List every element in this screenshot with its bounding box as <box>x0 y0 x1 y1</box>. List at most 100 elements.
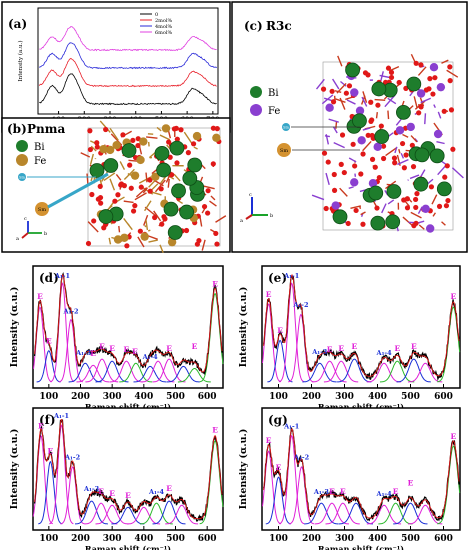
panel-b-crystal-o-atom <box>135 142 141 149</box>
panel-c-crystal-bond <box>420 97 432 104</box>
panel-g-xtick-label: 100 <box>269 534 288 544</box>
panel-e-ylabel: Intensity (α.u.) <box>238 287 249 368</box>
panel-d-component-peak <box>177 368 211 383</box>
panel-b-crystal-bond <box>156 126 162 132</box>
panel-c-crystal-o-atom <box>427 76 433 82</box>
panel-c-crystal-o-atom <box>385 65 392 71</box>
panel-e-mode-label: E <box>338 344 344 353</box>
panel-b-crystal-bi-atom <box>121 143 137 158</box>
panel-c-crystal-bi-atom <box>396 104 411 120</box>
panel-b-crystal-o-atom <box>210 125 216 131</box>
panel-c-crystal-o-atom <box>413 60 419 66</box>
panel-c-crystal-bond <box>432 212 436 217</box>
panel-b-label: (b) <box>7 122 27 136</box>
panel-b-crystal-cell <box>87 127 221 247</box>
panel-c-crystal-o-atom <box>329 88 335 94</box>
panel-c-legend-fe-marker <box>250 104 262 116</box>
panel-e-mode-label: E <box>327 345 333 354</box>
panel-g-component-peak <box>366 504 402 525</box>
panel-f-mode-label: E <box>109 489 115 498</box>
panel-f-mode-label: E <box>125 491 131 500</box>
panel-e-component-peak <box>288 313 314 383</box>
panel-b-crystal-bi-atom <box>171 183 186 199</box>
panel-b-crystal-fe-atom <box>105 145 115 155</box>
panel-b-crystal-fe-atom <box>112 140 121 150</box>
panel-d-xtick-label: 500 <box>166 392 185 402</box>
panel-d-mode-label: E <box>166 344 172 353</box>
panel-d-component-peak <box>152 358 186 383</box>
panel-b-crystal-o-atom <box>130 137 136 143</box>
panel-c-crystal-o-atom <box>418 104 424 110</box>
panel-b-crystal-o-atom <box>174 160 180 166</box>
panel-c-crystal-o-atom <box>321 150 328 156</box>
panel-c-crystal-o-atom <box>331 187 338 194</box>
panel-b-crystal-bond <box>145 219 149 231</box>
panel-d-xtick-label: 600 <box>198 392 217 402</box>
panel-f-mode-label: E <box>212 426 218 435</box>
panel-e-label: (e) <box>268 271 287 285</box>
panel-e-mode-label: E <box>352 342 358 351</box>
panel-c-crystal-o-atom <box>331 171 337 178</box>
panel-c-crystal-bond <box>361 96 368 107</box>
panel-b-crystal-o-atom <box>103 126 109 133</box>
panel-f-component-peak <box>38 460 63 525</box>
panel-f-component-peak <box>165 504 199 525</box>
panel-f-component-peak <box>60 466 85 525</box>
panel-c-sm-label-1: Sm <box>283 126 289 130</box>
panel-c-crystal-o-atom <box>447 64 453 70</box>
panel-c-crystal-bond <box>337 55 343 67</box>
panel-b-crystal-o-atom <box>94 144 100 150</box>
panel-b-crystal-o-atom <box>87 146 93 153</box>
panel-c-crystal-bond <box>394 146 398 154</box>
panel-b-crystal-o-atom <box>94 140 100 146</box>
panel-g-component-peak <box>325 502 360 525</box>
panel-b-crystal-o-atom <box>132 203 138 209</box>
panel-d-mode-label: A₁-4 <box>142 353 159 361</box>
panel-b-crystal-bond <box>115 174 122 181</box>
panel-d-xtick-label: 400 <box>134 392 153 402</box>
panel-e-fit-line <box>263 273 460 377</box>
panel-c-crystal-o-atom <box>360 221 366 227</box>
panel-c-crystal <box>311 53 464 233</box>
panel-b-crystal-bond <box>123 218 133 231</box>
panel-c-crystal-bond <box>410 135 418 143</box>
panel-c-crystal-bond <box>348 157 357 163</box>
panel-b-crystal-bond <box>199 216 203 227</box>
panel-c-crystal-fe-atom <box>429 63 439 72</box>
panel-c-crystal-fe-atom <box>357 136 366 145</box>
panel-b-axis-a-label: a <box>16 236 19 242</box>
panel-e-xtick-label: 400 <box>368 392 387 402</box>
panel-b-crystal-o-atom <box>169 172 175 178</box>
panel-b-crystal-o-atom <box>112 198 118 204</box>
panel-c-crystal-o-atom <box>352 163 358 169</box>
panel-c-crystal-bond <box>397 159 409 166</box>
panel-e-xlabel: Raman shift (cm⁻¹) <box>318 402 404 412</box>
panel-g-label: (g) <box>268 413 288 427</box>
panel-c-crystal-bi-atom <box>414 147 430 163</box>
panel-c-crystal-bond <box>402 216 414 227</box>
panel-f-plot-area <box>32 407 224 531</box>
panel-f-xtick-label: 400 <box>134 534 153 544</box>
panel-b-crystal-o-atom <box>152 214 158 221</box>
panel-b-crystal-o-atom <box>214 241 220 247</box>
panel-f-xtick-label: 100 <box>39 534 58 544</box>
panel-d-mode-label: E <box>37 292 43 301</box>
panel-b-crystal-bond <box>167 178 170 188</box>
panel-c-crystal-o-atom <box>325 159 331 165</box>
panel-g-xtick-label: 300 <box>335 534 354 544</box>
panel-c-crystal-bond <box>325 172 330 186</box>
panel-b-title: Pnma <box>27 122 65 136</box>
panel-e-component-peak <box>323 360 359 383</box>
panel-c-crystal-o-atom <box>413 204 419 211</box>
panel-b-crystal-fe-atom <box>120 233 129 242</box>
panel-g-component-peak <box>338 502 373 525</box>
panel-c-crystal-bond <box>328 118 339 123</box>
panel-b-axis-a <box>21 232 29 239</box>
panel-c-crystal-o-atom <box>444 163 450 169</box>
panel-e-mode-label: A₁-3 <box>311 348 328 356</box>
panel-c-crystal-bond <box>433 104 436 109</box>
panel-a-legend-label: 0 <box>155 12 158 18</box>
panel-b-crystal-o-atom <box>205 188 211 194</box>
panel-b-crystal-o-atom <box>120 132 126 138</box>
